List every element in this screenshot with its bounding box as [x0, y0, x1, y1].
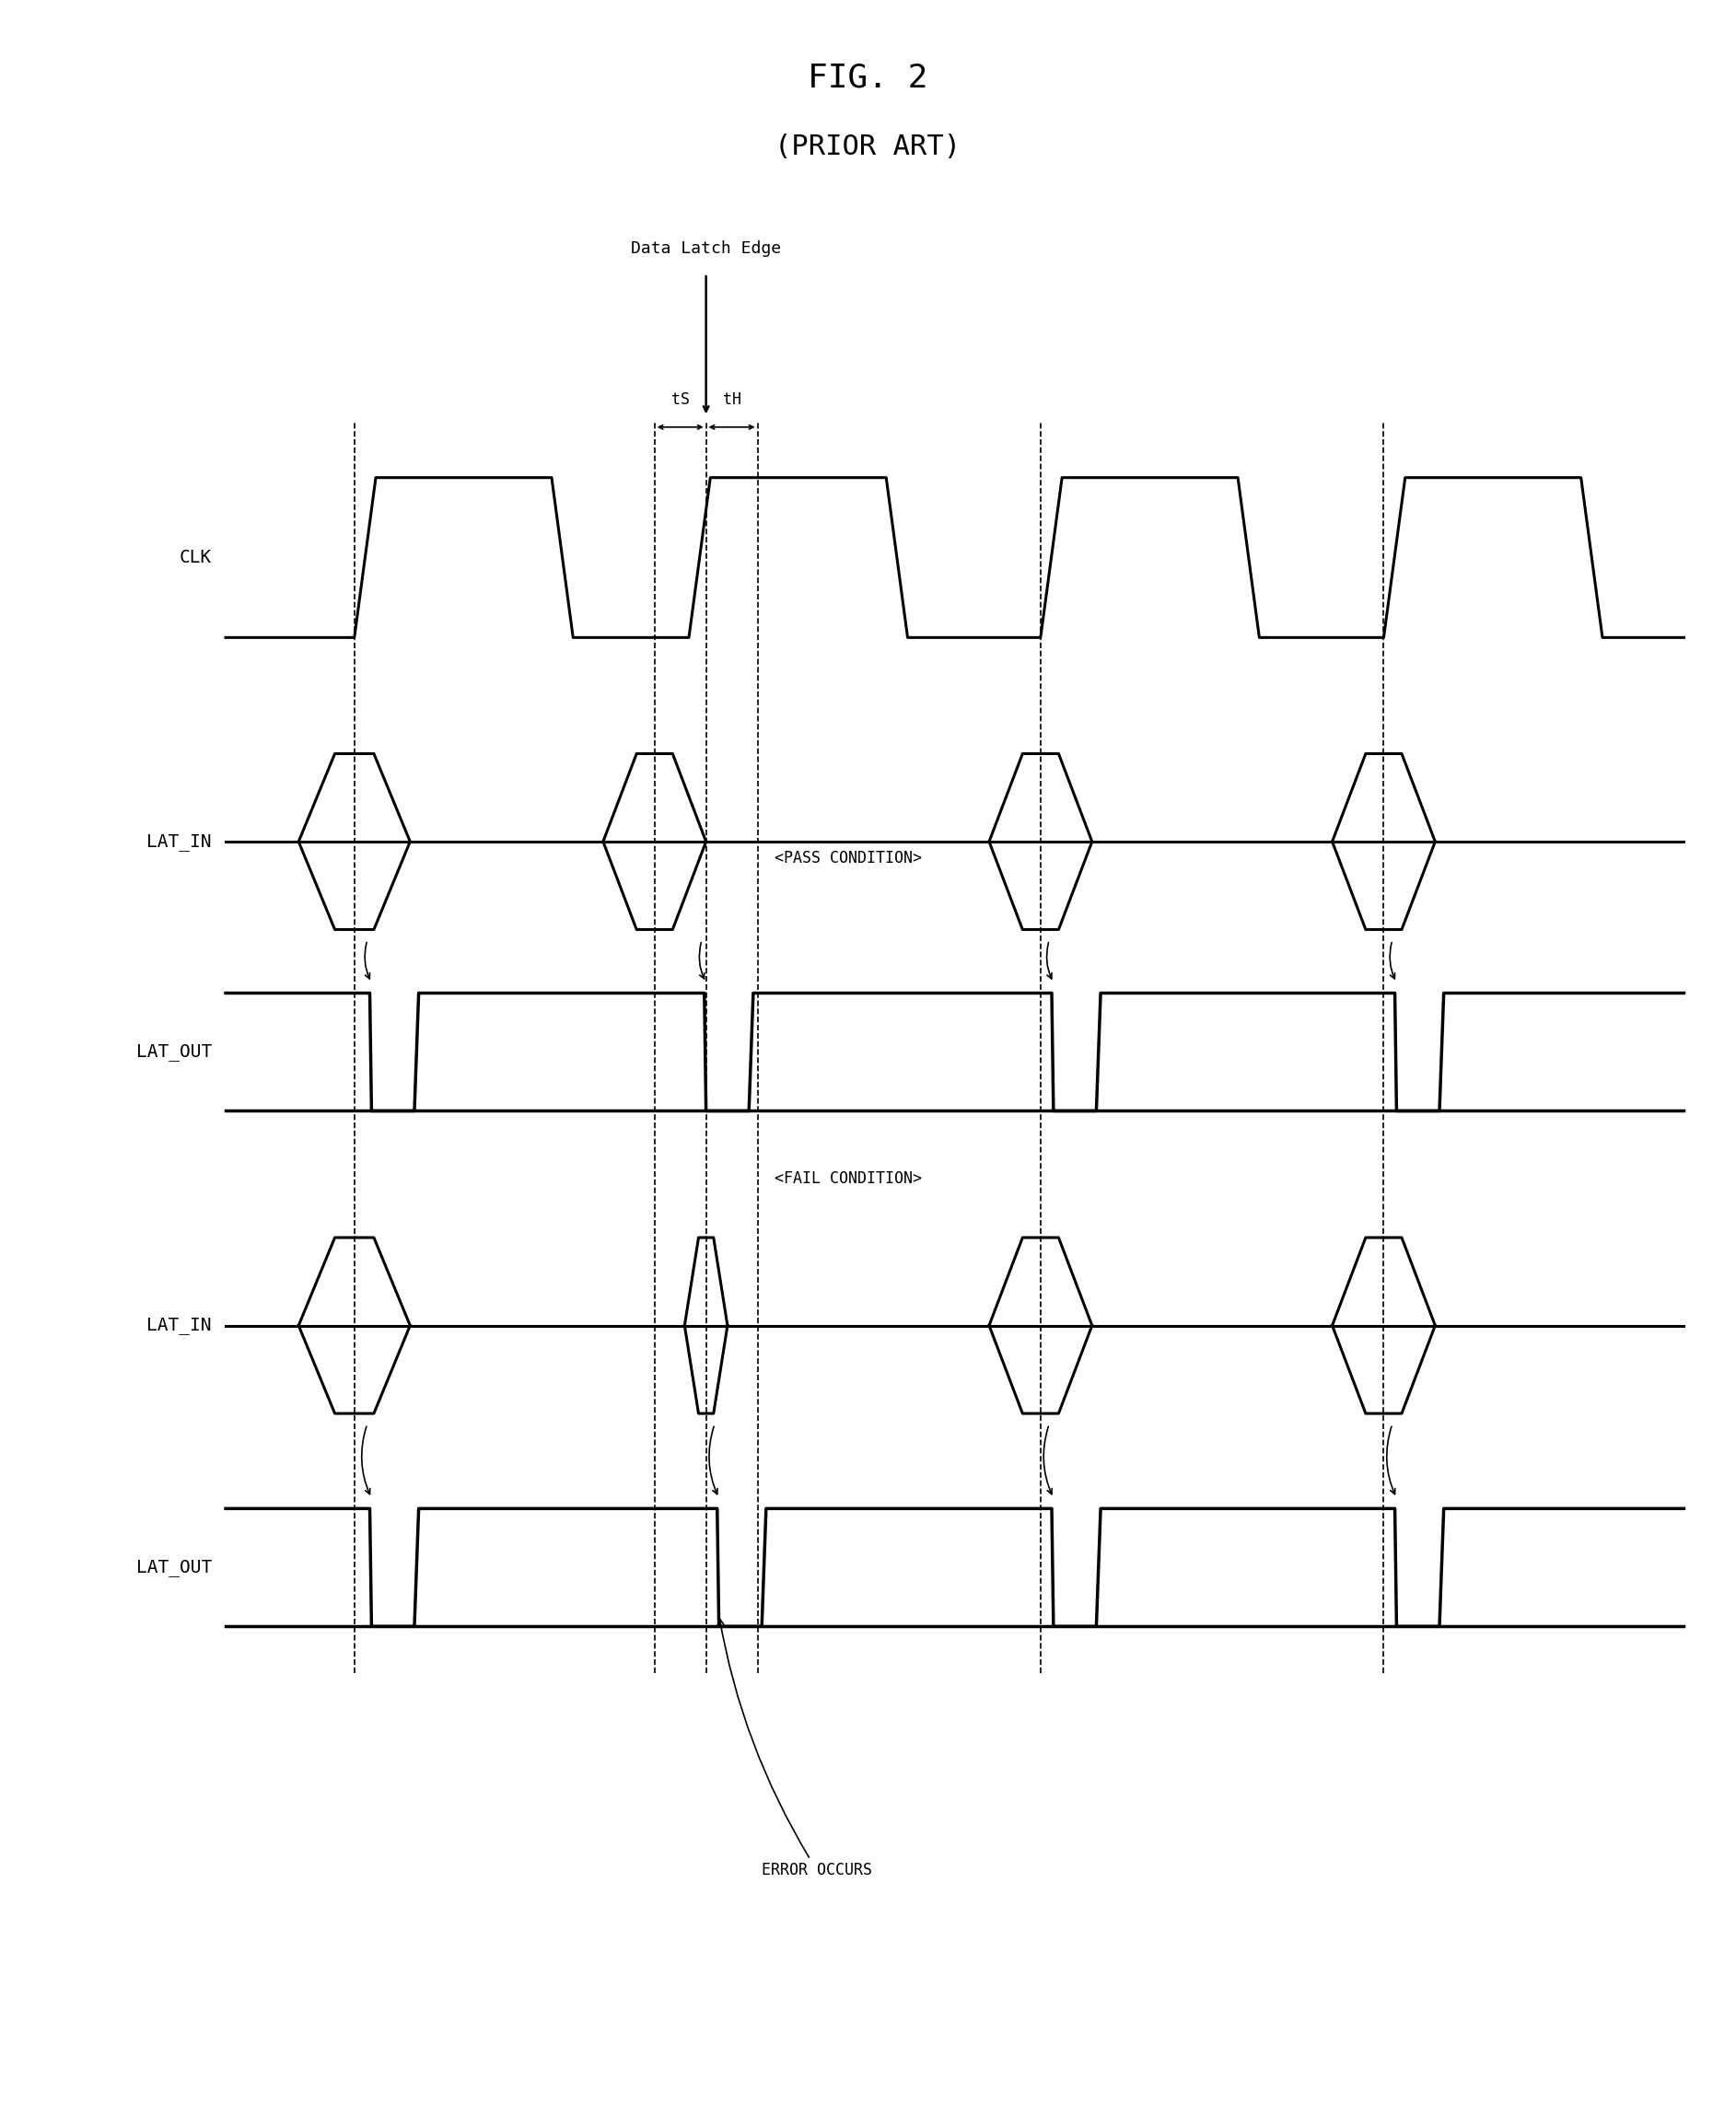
Text: ERROR OCCURS: ERROR OCCURS [717, 1618, 871, 1879]
Text: LAT_OUT: LAT_OUT [135, 1044, 212, 1060]
Text: (PRIOR ART): (PRIOR ART) [774, 135, 962, 160]
Text: tS: tS [672, 391, 689, 408]
Text: LAT_IN: LAT_IN [148, 833, 212, 850]
Text: LAT_IN: LAT_IN [148, 1317, 212, 1334]
Text: <FAIL CONDITION>: <FAIL CONDITION> [774, 1170, 922, 1187]
Text: Data Latch Edge: Data Latch Edge [630, 240, 781, 257]
Text: <PASS CONDITION>: <PASS CONDITION> [774, 850, 922, 867]
Text: CLK: CLK [179, 549, 212, 566]
Text: tH: tH [722, 391, 741, 408]
Text: FIG. 2: FIG. 2 [807, 63, 929, 93]
Text: LAT_OUT: LAT_OUT [135, 1559, 212, 1576]
